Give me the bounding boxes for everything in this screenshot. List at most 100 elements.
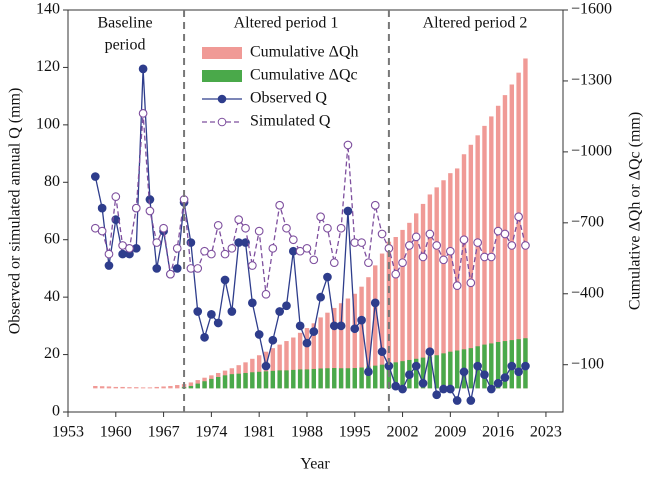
point — [282, 301, 291, 311]
point — [316, 212, 325, 222]
bar — [113, 386, 118, 389]
point — [166, 269, 175, 279]
point — [207, 249, 216, 259]
bar — [325, 312, 330, 389]
period-label: period — [105, 37, 146, 54]
point — [500, 229, 510, 239]
point — [391, 269, 401, 279]
point — [152, 238, 162, 247]
bar — [427, 194, 433, 389]
y2-tick-label: −1000 — [571, 143, 612, 160]
point — [377, 347, 387, 357]
plot-layer — [90, 58, 530, 405]
point — [323, 223, 332, 233]
point — [493, 378, 503, 388]
point — [370, 200, 380, 210]
bar — [277, 344, 282, 389]
point — [295, 321, 305, 331]
x-tick-label: 2023 — [530, 424, 562, 441]
point — [261, 289, 271, 299]
point — [445, 246, 455, 256]
bar — [311, 323, 316, 389]
bar — [229, 374, 235, 389]
bar — [175, 385, 180, 389]
bar — [338, 368, 344, 389]
bar — [188, 382, 194, 389]
point — [207, 310, 216, 319]
bar — [106, 386, 112, 389]
plot-frame — [67, 9, 564, 413]
point — [514, 212, 523, 222]
y-tick-label: 80 — [44, 173, 60, 190]
bar — [448, 351, 453, 389]
bar — [434, 355, 439, 389]
point — [220, 275, 230, 285]
y2-tick-label: −400 — [571, 284, 604, 301]
point — [364, 367, 373, 377]
point — [227, 243, 237, 253]
bar — [270, 370, 276, 389]
bar — [516, 72, 521, 389]
y-axis-title: Observed or simulated annual Q (mm) — [7, 88, 24, 335]
point — [459, 235, 469, 245]
y2-axis-title: Cumulative ΔQh or ΔQc (mm) — [627, 112, 644, 310]
point — [145, 206, 155, 216]
point — [357, 238, 366, 247]
y-tick-label: 20 — [44, 345, 60, 362]
point — [500, 373, 510, 382]
y-tick-label: 100 — [36, 116, 60, 133]
bar — [461, 154, 467, 389]
x-tick-label: 1974 — [195, 424, 227, 441]
x-tick-label: 2009 — [434, 424, 466, 441]
bar — [407, 222, 412, 389]
bar — [489, 343, 494, 389]
x-axis-title: Year — [300, 456, 330, 473]
point — [405, 241, 414, 250]
point — [227, 307, 237, 316]
bar — [495, 342, 501, 389]
point — [486, 252, 496, 262]
point — [507, 361, 517, 371]
bar — [188, 385, 194, 389]
point — [213, 221, 223, 230]
point — [302, 243, 312, 253]
bar — [393, 362, 398, 389]
point — [268, 243, 278, 253]
bar — [277, 370, 282, 389]
point — [411, 232, 421, 242]
x-tick-label: 1995 — [339, 424, 371, 441]
bar — [454, 168, 460, 389]
y2-tick-label: −1300 — [571, 72, 612, 89]
point — [302, 338, 312, 348]
bar — [345, 368, 351, 389]
legend-marker — [217, 94, 227, 104]
point — [234, 215, 244, 224]
legend-marker — [217, 117, 227, 127]
point — [200, 332, 209, 342]
bar — [120, 386, 125, 389]
bar — [400, 229, 405, 389]
y-tick-label: 120 — [36, 58, 60, 75]
bar — [154, 386, 159, 389]
x-tick-label: 2002 — [387, 424, 419, 441]
period-label: Altered period 1 — [234, 15, 339, 32]
point — [254, 330, 264, 339]
x-tick-label: 1960 — [100, 424, 132, 441]
bar — [352, 368, 357, 389]
bar — [161, 386, 166, 389]
legend-label: Simulated Q — [250, 113, 331, 130]
bar — [434, 187, 439, 389]
point — [268, 335, 278, 345]
point — [411, 361, 421, 371]
bar — [468, 348, 474, 389]
y-tick-label: 0 — [52, 403, 60, 420]
bar — [202, 381, 207, 389]
point — [364, 258, 373, 268]
legend-swatch — [202, 70, 242, 82]
bar — [393, 237, 398, 389]
y2-tick-label: −100 — [571, 355, 604, 372]
y-tick-label: 140 — [36, 1, 60, 18]
bar — [495, 105, 501, 389]
point — [425, 229, 435, 239]
